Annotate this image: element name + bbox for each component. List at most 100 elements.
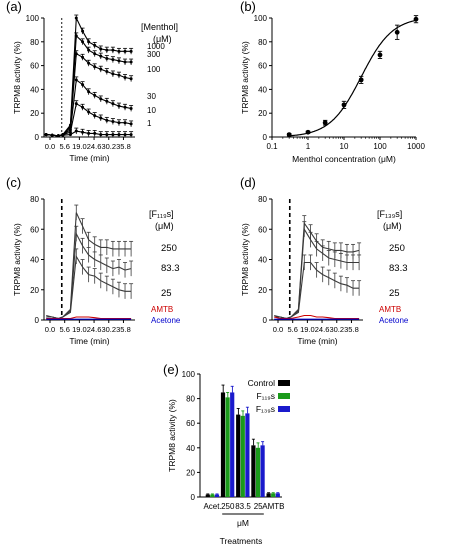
- legend-title: [F₁₃₉s]: [377, 209, 402, 219]
- data-point: [68, 133, 72, 137]
- bar-F₁₃₉s-83.5: [245, 413, 250, 497]
- bar-Control-AMTB: [266, 493, 271, 497]
- y-tick-label: 60: [30, 62, 39, 71]
- data-point: [50, 133, 54, 137]
- x-tick-label: Acet.: [203, 502, 221, 511]
- legend-title: [F₁₁₉s]: [149, 209, 174, 219]
- x-tick-label: 35.8: [116, 142, 131, 151]
- x-tick-label: 35.8: [116, 325, 131, 334]
- series-line-1000: [46, 17, 132, 137]
- bar-F₁₃₉s-AMTB: [275, 493, 280, 497]
- legend-unit: (μM): [383, 221, 402, 231]
- legend-label-30: 30: [147, 92, 156, 101]
- x-tick-label: 100: [373, 142, 387, 151]
- x-tick-label: 1: [306, 142, 311, 151]
- x-tick-label: 25: [254, 502, 263, 511]
- bar-F₁₃₉s-250: [230, 392, 235, 497]
- panel-c: (c) 0 20 40 60 80 0.0 5.6 19.0 24.6 30.2 35.8 Time (…: [6, 175, 181, 346]
- y-tick-label: 60: [258, 225, 267, 234]
- legend-label-25: 25: [161, 288, 172, 299]
- legend-label-1: F₁₁₉s: [256, 391, 275, 401]
- series-line-30: [46, 78, 132, 137]
- x-tick-label: 83.5: [235, 502, 251, 511]
- y-tick-label: 20: [258, 109, 267, 118]
- group-label: μM: [237, 518, 249, 528]
- panel-b: (b) 0 20 40 60 80 100 0.1 1 10 100 1000 Menthol conc…: [240, 0, 425, 164]
- data-point: [413, 16, 419, 22]
- bar-F₁₁₉s-250: [225, 397, 230, 497]
- data-point: [61, 133, 65, 137]
- x-tick-label: 24.6: [315, 325, 330, 334]
- data-point: [394, 29, 400, 35]
- data-point: [377, 52, 383, 58]
- bar-F₁₁₉s-25: [255, 447, 261, 497]
- panel-a: (a) 0 20 40 60 80 100 0.0 5.6 19.0 24.6 30.2 35.8 Tim…: [6, 0, 178, 163]
- legend-label-amtb: AMTB: [379, 305, 401, 314]
- series-line-250: [46, 212, 132, 320]
- y-tick-label: 80: [186, 395, 195, 404]
- y-axis-label: TRPM8 activity (%): [12, 223, 22, 296]
- y-tick-label: 40: [258, 256, 267, 265]
- panel-letter: (d): [240, 175, 256, 190]
- y-tick-label: 60: [258, 62, 267, 71]
- x-tick-label: 5.6: [59, 325, 69, 334]
- legend-label-amtb: AMTB: [151, 305, 173, 314]
- legend-label-acetone: Acetone: [151, 316, 181, 325]
- legend-label-0: Control: [248, 378, 276, 388]
- panel-e: (e) 0 20 40 60 80 100 Acet. 250 83.5 25 AMTB μM Treat…: [163, 362, 290, 546]
- y-tick-label: 100: [182, 370, 196, 379]
- fit-curve: [288, 19, 416, 137]
- x-tick-label: 19.0: [72, 325, 87, 334]
- legend-label-300: 300: [147, 50, 161, 59]
- panel-letter: (c): [6, 175, 21, 190]
- y-tick-label: 0: [35, 316, 40, 325]
- data-point: [305, 129, 311, 135]
- bar-F₁₃₉s-25: [260, 445, 265, 497]
- bar-Control-250: [220, 392, 226, 497]
- legend-label-100: 100: [147, 65, 161, 74]
- y-tick-label: 60: [30, 225, 39, 234]
- y-tick-label: 0: [191, 493, 196, 502]
- x-tick-label: 250: [221, 502, 235, 511]
- x-tick-label: 0.0: [45, 325, 55, 334]
- legend-swatch-1: [278, 393, 290, 399]
- x-tick-label: 19.0: [300, 325, 315, 334]
- legend-label-1: 1: [147, 119, 152, 128]
- data-point: [286, 132, 292, 138]
- x-axis-label: Time (min): [297, 336, 337, 346]
- y-tick-label: 100: [26, 14, 40, 23]
- y-tick-label: 80: [258, 38, 267, 47]
- legend-label-83.3: 83.3: [161, 263, 180, 274]
- x-tick-label: 10: [340, 142, 349, 151]
- legend-label-25: 25: [389, 288, 400, 299]
- x-tick-label: 19.0: [72, 142, 87, 151]
- y-tick-label: 80: [30, 195, 39, 204]
- data-point: [68, 130, 72, 134]
- x-tick-label: AMTB: [262, 502, 284, 511]
- x-axis-label: Time (min): [69, 336, 109, 346]
- y-tick-label: 20: [258, 286, 267, 295]
- y-tick-label: 100: [254, 14, 268, 23]
- legend-label-250: 250: [389, 243, 405, 254]
- y-axis-label: TRPM8 activity (%): [167, 399, 177, 472]
- x-tick-label: 30.2: [101, 325, 116, 334]
- y-axis-label: TRPM8 activity (%): [240, 223, 250, 296]
- y-tick-label: 80: [258, 195, 267, 204]
- y-tick-label: 0: [35, 133, 40, 142]
- x-axis-label: Menthol concentration (μM): [292, 154, 396, 164]
- series-line-AMTB: [274, 314, 360, 320]
- data-point: [341, 102, 347, 108]
- legend-label-1000: 1000: [147, 42, 165, 51]
- legend-unit: (μM): [153, 34, 172, 44]
- legend-unit: (μM): [155, 221, 174, 231]
- bar-F₁₁₉s-AMTB: [271, 493, 276, 497]
- x-tick-label: 5.6: [287, 325, 297, 334]
- series-line-AMTB: [46, 316, 132, 320]
- x-tick-label: 0.0: [273, 325, 283, 334]
- x-tick-label: 0.0: [45, 142, 55, 151]
- bar-Control-Acet.: [205, 494, 210, 497]
- legend-swatch-2: [278, 406, 290, 412]
- panel-letter: (a): [6, 0, 22, 14]
- y-tick-label: 0: [263, 133, 268, 142]
- x-tick-label: 0.1: [266, 142, 278, 151]
